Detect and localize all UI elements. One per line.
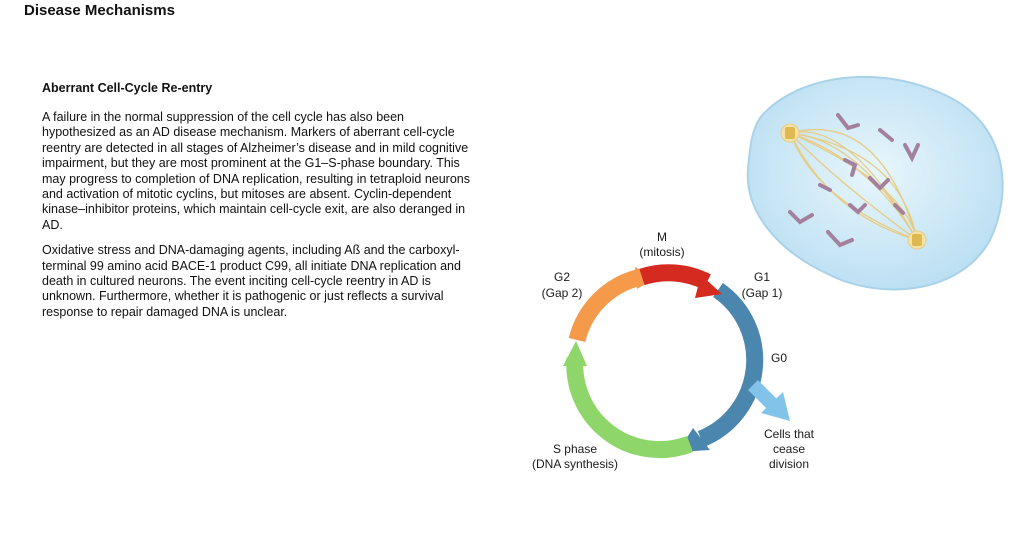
phase-g2-arc — [568, 268, 644, 343]
paragraph-2: Oxidative stress and DNA-damaging agents… — [42, 243, 461, 319]
label-g2: G2 — [554, 270, 570, 284]
section-heading: Aberrant Cell-Cycle Re-entry — [42, 81, 213, 95]
label-g2-sub: (Gap 2) — [542, 286, 583, 300]
label-g1: G1 — [754, 270, 770, 284]
chromosomes — [788, 113, 920, 248]
phase-m-arrowhead — [695, 275, 722, 298]
label-cells-cease-1: Cells that — [764, 427, 815, 441]
centrosome-top — [780, 123, 800, 143]
phase-s-arc — [566, 357, 694, 459]
label-g1-sub: (Gap 1) — [742, 286, 783, 300]
cell-cycle-ring — [563, 264, 790, 459]
mitotic-cell-illustration — [746, 75, 1004, 291]
paragraph-1: A failure in the normal suppression of t… — [42, 110, 470, 232]
label-g0: G0 — [771, 351, 787, 365]
label-s-phase-sub: (DNA synthesis) — [532, 457, 618, 471]
label-cells-cease-2: cease — [773, 442, 805, 456]
label-cells-cease-3: division — [769, 457, 809, 471]
phase-g0-arrow — [748, 380, 777, 409]
page-title: Disease Mechanisms — [24, 2, 175, 19]
label-s-phase: S phase — [553, 442, 597, 456]
article: Aberrant Cell-Cycle Re-entry A failure i… — [42, 80, 474, 330]
centrosome-bottom — [907, 230, 927, 250]
spindle-fibers — [789, 128, 918, 241]
label-m: M — [657, 230, 667, 244]
phase-g0-arrowhead — [761, 392, 790, 421]
phase-s-arrowhead — [563, 341, 587, 366]
phase-g1-arc — [697, 283, 764, 447]
label-m-sub: (mitosis) — [639, 245, 684, 259]
phase-m-arc — [639, 264, 711, 290]
